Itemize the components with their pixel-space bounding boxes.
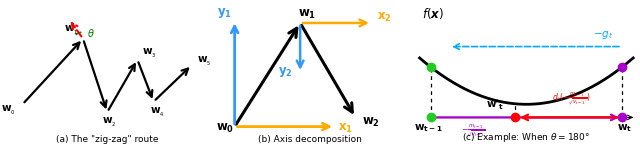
Text: $\mathbf{y_1}$: $\mathbf{y_1}$ xyxy=(217,6,232,20)
Text: $\mathbf{w}_{_1}$: $\mathbf{w}_{_1}$ xyxy=(63,24,78,37)
Text: $\mathbf{w}_{_0}$: $\mathbf{w}_{_0}$ xyxy=(1,104,16,117)
Text: $\mathbf{w_2}$: $\mathbf{w_2}$ xyxy=(362,116,380,129)
Text: $\mathbf{x_1}$: $\mathbf{x_1}$ xyxy=(338,122,353,135)
Text: $\mathbf{x_2}$: $\mathbf{x_2}$ xyxy=(377,11,392,24)
Text: $\mathbf{w_0}$: $\mathbf{w_0}$ xyxy=(216,122,234,135)
Text: $\mathbf{w_1}$: $\mathbf{w_1}$ xyxy=(298,7,316,20)
Text: $\theta$: $\theta$ xyxy=(87,27,95,40)
Text: $\mathbf{w}_{_5}$: $\mathbf{w}_{_5}$ xyxy=(196,54,211,68)
Text: (a) The "zig-zag" route: (a) The "zig-zag" route xyxy=(56,135,159,144)
Text: $\mathbf{w}_{_2}$: $\mathbf{w}_{_2}$ xyxy=(102,116,116,129)
Text: $\mathbf{w_t}$: $\mathbf{w_t}$ xyxy=(616,123,632,134)
Text: $-g_t$: $-g_t$ xyxy=(593,29,614,41)
Text: $d_t(-\frac{m_{t-1}}{\sqrt{v_{t-1}}})$: $d_t(-\frac{m_{t-1}}{\sqrt{v_{t-1}}})$ xyxy=(552,90,590,107)
Text: $\mathbf{w_{t-1}}$: $\mathbf{w_{t-1}}$ xyxy=(415,123,443,134)
Text: $\mathbf{y_2}$: $\mathbf{y_2}$ xyxy=(278,65,293,79)
Text: $\mathbf{w}_{_4}$: $\mathbf{w}_{_4}$ xyxy=(150,106,165,119)
Text: (c) Example: When $\theta = 180°$: (c) Example: When $\theta = 180°$ xyxy=(463,131,590,144)
Text: $-\frac{m_{t-1}}{\sqrt{v_{t-1}}}$: $-\frac{m_{t-1}}{\sqrt{v_{t-1}}}$ xyxy=(461,122,486,139)
Text: $\mathbf{w'_t}$: $\mathbf{w'_t}$ xyxy=(486,98,503,112)
Text: $\mathbf{w}_{_3}$: $\mathbf{w}_{_3}$ xyxy=(142,47,157,60)
Text: $f(\boldsymbol{x})$: $f(\boldsymbol{x})$ xyxy=(422,6,444,21)
Text: (b) Axis decomposition: (b) Axis decomposition xyxy=(259,135,362,144)
